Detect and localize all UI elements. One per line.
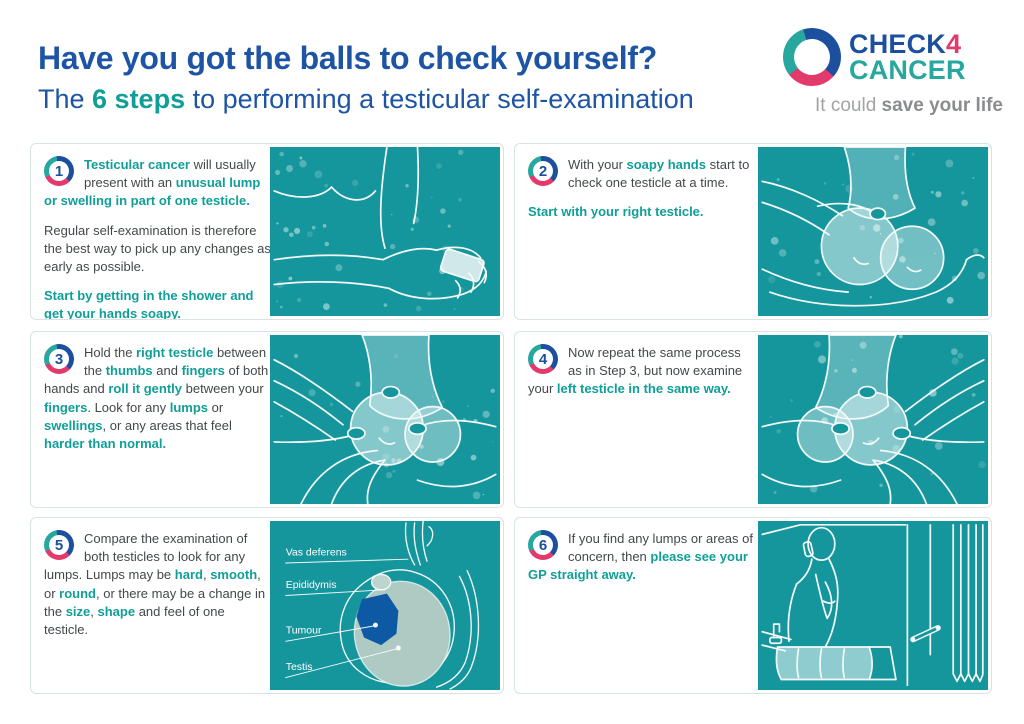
step-2-paragraph: With your soapy hands start to check one…: [568, 157, 750, 191]
diagram-label-epididymis: Epididymis: [286, 579, 337, 591]
step-1-paragraph: Testicular cancer will usually present w…: [44, 157, 261, 209]
step-3-panel: 3 Hold the right testicle between the th…: [30, 331, 504, 508]
step-3-paragraph: Hold the right testicle between the thum…: [44, 345, 269, 451]
step-5-panel: 5 Compare the examination of both testic…: [30, 517, 504, 694]
step-6-badge: 6: [525, 527, 561, 563]
step-2-paragraph: Start with your right testicle.: [528, 204, 704, 220]
step-6-panel: 6 If you find any lumps or areas of conc…: [514, 517, 992, 694]
logo-line2: CANCER: [849, 55, 966, 85]
step-4-illustration-rolling-left: [758, 335, 988, 504]
step-4-text: 4 Now repeat the same process as in Step…: [525, 341, 756, 410]
diagram-label-testis: Testis: [286, 661, 313, 673]
step-4-panel: 4 Now repeat the same process as in Step…: [514, 331, 992, 508]
diagram-label-tumour: Tumour: [286, 625, 322, 637]
step-4-paragraph: Now repeat the same process as in Step 3…: [528, 345, 743, 397]
step-5-text: 5 Compare the examination of both testic…: [41, 527, 272, 650]
logo-wordmark: CHECK4 CANCER: [849, 29, 966, 85]
step-3-badge: 3: [41, 341, 77, 377]
logo-line1: CHECK4: [849, 29, 962, 59]
step-1-illustration-soapy-hands: [270, 147, 500, 316]
step-2-text: 2 With your soapy hands start to check o…: [525, 153, 756, 233]
diagram-label-vas-deferens: Vas deferens: [286, 546, 347, 558]
step-6-text: 6 If you find any lumps or areas of conc…: [525, 527, 756, 596]
step-5-badge: 5: [41, 527, 77, 563]
step-6-illustration-man-calling-gp: [758, 521, 988, 690]
step-1-panel: 1 Testicular cancer will usually present…: [30, 143, 504, 320]
logo-tagline: It could save your life: [815, 95, 1003, 116]
page-title: Have you got the balls to check yourself…: [38, 40, 657, 76]
step-2-panel: 2 With your soapy hands start to check o…: [514, 143, 992, 320]
step-6-paragraph: If you find any lumps or areas of concer…: [528, 531, 753, 583]
step-5-illustration-anatomy-diagram: Vas deferens Epididymis Tumour Testis: [270, 521, 500, 690]
step-5-paragraph: Compare the examination of both testicle…: [44, 531, 266, 637]
step-3-illustration-rolling-right: [270, 335, 500, 504]
step-4-badge: 4: [525, 341, 561, 377]
check4cancer-logo: CHECK4 CANCER It could save your life: [775, 20, 1003, 117]
logo-swirl-icon: [775, 20, 849, 94]
step-1-paragraph: Regular self-examination is therefore th…: [44, 222, 271, 274]
page-subtitle: The 6 steps to performing a testicular s…: [38, 84, 694, 114]
step-1-text: 1 Testicular cancer will usually present…: [41, 153, 272, 320]
step-2-badge: 2: [525, 153, 561, 189]
step-2-illustration-cradling: [758, 147, 988, 316]
step-1-badge: 1: [41, 153, 77, 189]
step-1-paragraph: Start by getting in the shower and get y…: [44, 288, 254, 320]
step-3-text: 3 Hold the right testicle between the th…: [41, 341, 272, 464]
